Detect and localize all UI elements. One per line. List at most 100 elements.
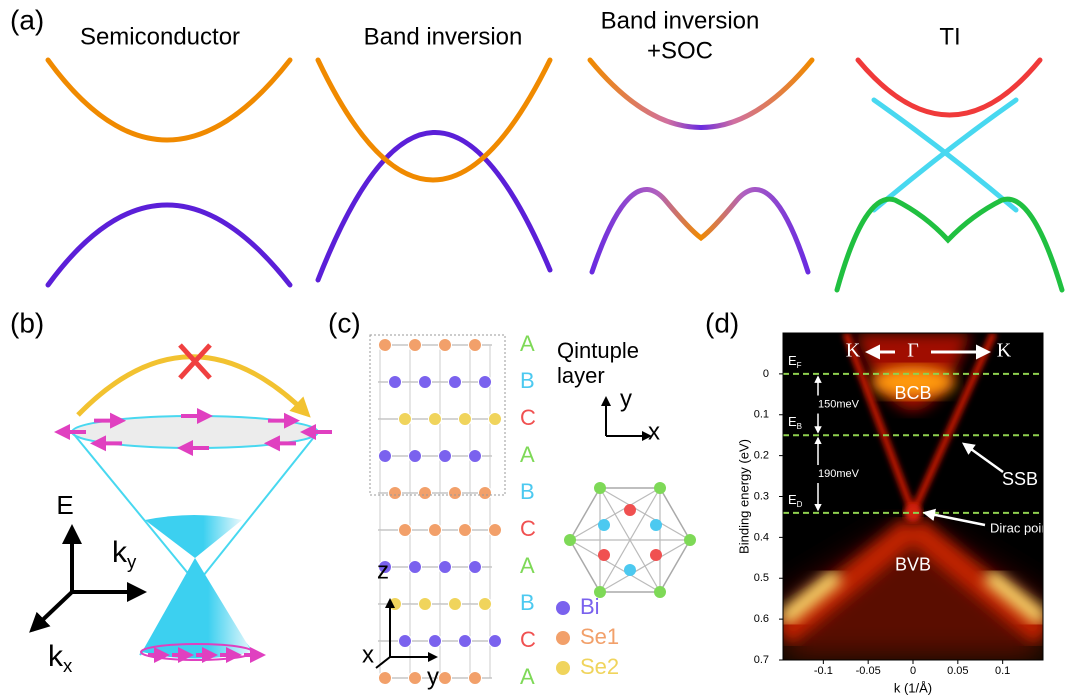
atom — [429, 524, 442, 537]
atom — [399, 635, 412, 648]
stacking-letter: A — [520, 442, 535, 467]
atom — [439, 561, 452, 574]
label-main: E — [788, 492, 797, 507]
axis-label: y — [620, 385, 632, 412]
atom — [459, 635, 472, 648]
atom — [459, 413, 472, 426]
label-subscript: y — [127, 551, 137, 572]
x-tick-label: 0.05 — [947, 665, 968, 677]
stacking-letter: A — [520, 331, 535, 356]
k-label: K — [997, 340, 1012, 362]
atom — [650, 549, 662, 561]
box-label: Qintuple — [557, 338, 639, 363]
legend-label: Bi — [580, 594, 600, 619]
legend-label: Se2 — [580, 654, 619, 679]
stacking-letter: B — [520, 368, 535, 393]
gap-label: 190meV — [818, 468, 860, 480]
atom — [409, 450, 422, 463]
atom — [598, 519, 610, 531]
axis-label: ky — [112, 536, 137, 572]
band-title: Semiconductor — [80, 23, 240, 50]
axis-label: z — [377, 557, 389, 584]
atom — [469, 450, 482, 463]
y-tick-label: 0.4 — [754, 531, 769, 543]
stacking-letter: A — [520, 553, 535, 578]
label-subscript: F — [797, 361, 802, 370]
atom — [419, 487, 432, 500]
y-tick-label: 0.3 — [754, 490, 769, 502]
band-curve — [837, 199, 1062, 290]
y-tick-label: 0 — [763, 368, 769, 380]
annotation: SSB — [1002, 469, 1038, 489]
y-tick-label: 0.5 — [754, 572, 769, 584]
atom — [469, 339, 482, 352]
k-label: K — [846, 340, 861, 362]
atom — [399, 524, 412, 537]
label-main: k — [48, 640, 64, 673]
annotation: BCB — [894, 383, 931, 403]
atom — [489, 413, 502, 426]
legend-label: Se1 — [580, 624, 619, 649]
stacking-letter: C — [520, 516, 536, 541]
band-curve — [48, 205, 290, 285]
annotation: BVB — [895, 555, 931, 575]
panel-label: (a) — [10, 4, 44, 35]
atom — [624, 564, 636, 576]
atom — [684, 534, 696, 546]
x-tick-label: 0.1 — [995, 665, 1010, 677]
atom — [449, 376, 462, 389]
panel-label: (d) — [705, 307, 739, 338]
k-label: Γ — [907, 340, 919, 362]
upper-cone — [145, 515, 242, 558]
atom — [479, 487, 492, 500]
axis-label: kx — [48, 640, 73, 676]
stacking-letter: B — [520, 479, 535, 504]
label-main: E — [788, 415, 797, 430]
label-main: E — [788, 353, 797, 368]
box-label: layer — [557, 363, 605, 388]
atom — [379, 672, 392, 685]
atom — [409, 561, 422, 574]
y-axis-label: Binding energy (eV) — [736, 439, 751, 554]
atom — [429, 413, 442, 426]
label-subscript: B — [797, 422, 802, 431]
atom — [564, 534, 576, 546]
atom — [399, 413, 412, 426]
axis-label: E — [56, 490, 73, 520]
x-tick-label: -0.1 — [814, 665, 833, 677]
axis-arrow — [32, 592, 72, 630]
y-tick-label: 0.6 — [754, 613, 769, 625]
x-axis-label: k (1/Å) — [894, 680, 932, 695]
forbidden-cross — [180, 345, 210, 378]
band-title: +SOC — [647, 37, 713, 64]
panel-label: (c) — [328, 307, 361, 338]
axis-label: y — [427, 663, 439, 690]
atom — [449, 598, 462, 611]
atom — [439, 339, 452, 352]
atom — [379, 450, 392, 463]
atom — [439, 450, 452, 463]
gap-label: 150meV — [818, 398, 860, 410]
band-curve — [318, 60, 550, 180]
atom — [650, 519, 662, 531]
stacking-letter: A — [520, 664, 535, 689]
stacking-letter: C — [520, 627, 536, 652]
band-curve — [590, 60, 812, 128]
axis-label: x — [362, 641, 374, 668]
band-title: TI — [939, 23, 960, 50]
x-tick-label: -0.05 — [856, 665, 881, 677]
hex-line — [570, 488, 660, 540]
band-curve — [48, 60, 290, 140]
atom — [469, 672, 482, 685]
atom — [489, 524, 502, 537]
y-tick-label: 0.2 — [754, 450, 769, 462]
atom — [479, 376, 492, 389]
label-main: k — [112, 536, 128, 569]
hex-line — [600, 540, 690, 592]
atom — [654, 482, 666, 494]
atom — [479, 598, 492, 611]
atom — [624, 504, 636, 516]
atom — [429, 635, 442, 648]
panel-label: (b) — [10, 307, 44, 338]
atom — [594, 482, 606, 494]
